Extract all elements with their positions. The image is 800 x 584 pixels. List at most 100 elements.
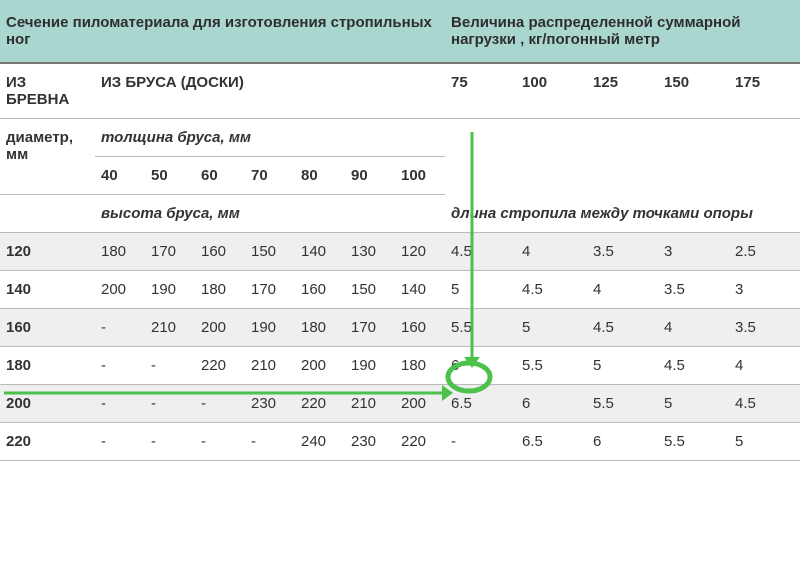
cell: - (195, 385, 245, 423)
load-col-4: 175 (729, 63, 800, 119)
cell: 6 (516, 385, 587, 423)
thick-3: 70 (245, 157, 295, 195)
cell: - (195, 423, 245, 461)
cell: 220 (195, 347, 245, 385)
table-container: { "colors": { "band_bg": "#a9d6cf", "row… (0, 0, 800, 461)
cell: 120 (0, 233, 95, 271)
thick-5: 90 (345, 157, 395, 195)
cell: 4 (587, 271, 658, 309)
cell: 200 (0, 385, 95, 423)
sub-row-thickness-label: диаметр, мм толщина бруса, мм (0, 119, 800, 157)
sub-row-height-span: высота бруса, мм длина стропила между то… (0, 195, 800, 233)
cell: 230 (245, 385, 295, 423)
header-right: Величина распределенной суммарной нагруз… (445, 0, 800, 63)
header-left: Сечение пиломатериала для изготовления с… (0, 0, 445, 63)
diameter-label: диаметр, мм (0, 119, 95, 195)
data-rows: 1201801701601501401301204.543.532.514020… (0, 233, 800, 461)
cell: 160 (395, 309, 445, 347)
load-col-1: 100 (516, 63, 587, 119)
lumber-table: Сечение пиломатериала для изготовления с… (0, 0, 800, 461)
cell: 200 (295, 347, 345, 385)
cell: - (145, 423, 195, 461)
load-col-3: 150 (658, 63, 729, 119)
load-col-2: 125 (587, 63, 658, 119)
cell: 150 (345, 271, 395, 309)
cell: 5.5 (445, 309, 516, 347)
cell: - (145, 347, 195, 385)
cell: 5.5 (516, 347, 587, 385)
table-row: 180--22021020019018065.554.54 (0, 347, 800, 385)
table-row: 200---2302202102006.565.554.5 (0, 385, 800, 423)
cell: 3.5 (658, 271, 729, 309)
thick-4: 80 (295, 157, 345, 195)
thick-2: 60 (195, 157, 245, 195)
cell: 180 (95, 233, 145, 271)
cell: 140 (395, 271, 445, 309)
span-label: длина стропила между точками опоры (445, 195, 800, 233)
header-row-2: ИЗ БРЕВНА ИЗ БРУСА (ДОСКИ) 75 100 125 15… (0, 63, 800, 119)
cell: 120 (395, 233, 445, 271)
cell: 6 (587, 423, 658, 461)
cell: 5 (516, 309, 587, 347)
cell: 5 (445, 271, 516, 309)
cell: 170 (145, 233, 195, 271)
cell: 2.5 (729, 233, 800, 271)
cell: 210 (345, 385, 395, 423)
cell: 200 (395, 385, 445, 423)
cell: - (445, 423, 516, 461)
table-row: 14020019018017016015014054.543.53 (0, 271, 800, 309)
thick-0: 40 (95, 157, 145, 195)
cell: 4 (729, 347, 800, 385)
cell: 180 (395, 347, 445, 385)
cell: 4.5 (587, 309, 658, 347)
cell: - (95, 309, 145, 347)
thick-6: 100 (395, 157, 445, 195)
cell: 190 (245, 309, 295, 347)
cell: 240 (295, 423, 345, 461)
cell: 150 (245, 233, 295, 271)
cell: - (145, 385, 195, 423)
table-row: 160-2102001901801701605.554.543.5 (0, 309, 800, 347)
cell: 4.5 (729, 385, 800, 423)
thickness-label: толщина бруса, мм (95, 119, 445, 157)
cell: 6.5 (445, 385, 516, 423)
cell: - (95, 385, 145, 423)
cell: 160 (295, 271, 345, 309)
cell: 6 (445, 347, 516, 385)
cell: 210 (145, 309, 195, 347)
table-row: 1201801701601501401301204.543.532.5 (0, 233, 800, 271)
cell: 4 (658, 309, 729, 347)
cell: 220 (295, 385, 345, 423)
log-label: ИЗ БРЕВНА (0, 63, 95, 119)
height-label: высота бруса, мм (95, 195, 445, 233)
cell: - (95, 347, 145, 385)
cell: 5 (658, 385, 729, 423)
cell: 5.5 (658, 423, 729, 461)
cell: 230 (345, 423, 395, 461)
cell: 140 (295, 233, 345, 271)
cell: 4 (516, 233, 587, 271)
cell: 180 (295, 309, 345, 347)
cell: 220 (395, 423, 445, 461)
beam-label: ИЗ БРУСА (ДОСКИ) (95, 63, 445, 119)
load-col-0: 75 (445, 63, 516, 119)
cell: 200 (195, 309, 245, 347)
cell: 4.5 (445, 233, 516, 271)
cell: 140 (0, 271, 95, 309)
cell: 200 (95, 271, 145, 309)
table-row: 220----240230220-6.565.55 (0, 423, 800, 461)
cell: 220 (0, 423, 95, 461)
cell: 5.5 (587, 385, 658, 423)
cell: 160 (0, 309, 95, 347)
cell: 5 (729, 423, 800, 461)
cell: 130 (345, 233, 395, 271)
cell: 3.5 (587, 233, 658, 271)
cell: 4.5 (658, 347, 729, 385)
cell: 210 (245, 347, 295, 385)
cell: 3.5 (729, 309, 800, 347)
cell: 5 (587, 347, 658, 385)
cell: 3 (729, 271, 800, 309)
cell: 180 (0, 347, 95, 385)
cell: - (245, 423, 295, 461)
cell: 190 (345, 347, 395, 385)
